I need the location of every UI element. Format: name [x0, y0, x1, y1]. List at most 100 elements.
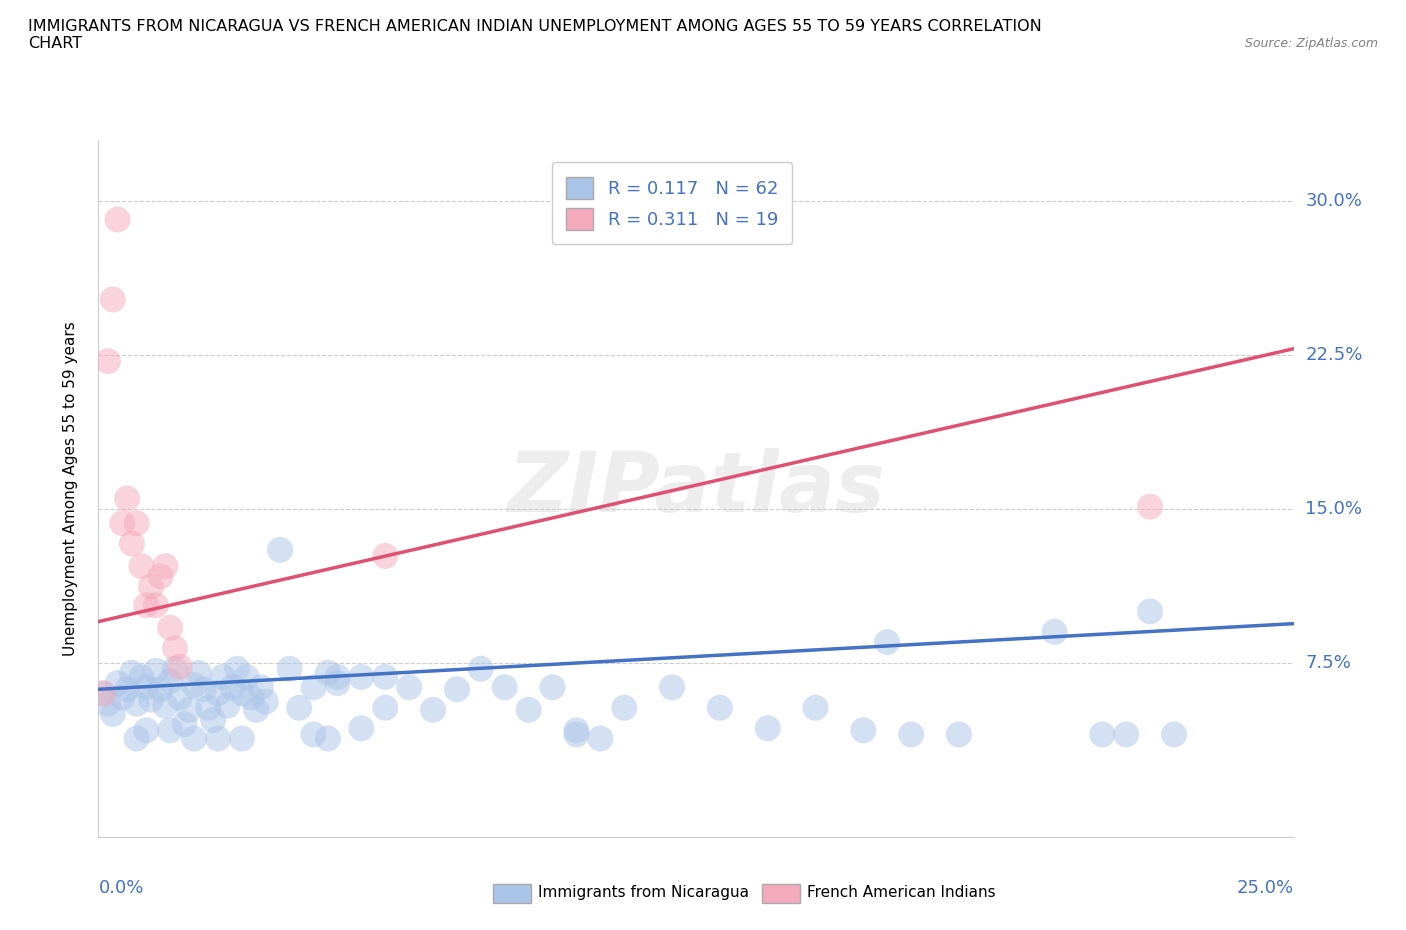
- Point: [302, 680, 325, 695]
- Text: 25.0%: 25.0%: [1236, 879, 1294, 897]
- Point: [101, 292, 124, 307]
- Point: [173, 717, 195, 732]
- Point: [149, 682, 172, 697]
- Text: Source: ZipAtlas.com: Source: ZipAtlas.com: [1244, 37, 1378, 50]
- Point: [125, 516, 148, 531]
- Text: 15.0%: 15.0%: [1305, 499, 1362, 518]
- Point: [187, 666, 209, 681]
- Point: [145, 598, 167, 613]
- Point: [374, 670, 396, 684]
- Point: [207, 731, 229, 746]
- Text: ZIPatlas: ZIPatlas: [508, 447, 884, 529]
- Point: [226, 661, 249, 676]
- Point: [111, 690, 134, 705]
- Point: [135, 723, 157, 737]
- Point: [948, 727, 970, 742]
- Point: [900, 727, 922, 742]
- Point: [1163, 727, 1185, 742]
- Point: [217, 698, 239, 713]
- Point: [350, 721, 373, 736]
- Point: [139, 579, 162, 594]
- Point: [269, 542, 291, 557]
- Point: [398, 680, 420, 695]
- Point: [197, 700, 219, 715]
- Point: [149, 569, 172, 584]
- Point: [709, 700, 731, 715]
- Point: [1139, 499, 1161, 514]
- Point: [91, 686, 114, 701]
- Text: 7.5%: 7.5%: [1305, 654, 1351, 671]
- Point: [316, 666, 339, 681]
- Point: [131, 559, 153, 574]
- Point: [278, 661, 301, 676]
- Point: [231, 686, 253, 701]
- Point: [131, 670, 153, 684]
- Point: [250, 680, 273, 695]
- Point: [179, 702, 201, 717]
- Point: [374, 549, 396, 564]
- Point: [159, 673, 181, 688]
- Point: [91, 686, 114, 701]
- Point: [517, 702, 540, 717]
- Point: [254, 694, 277, 709]
- Point: [111, 516, 134, 531]
- Point: [101, 707, 124, 722]
- Point: [565, 727, 588, 742]
- Point: [211, 670, 233, 684]
- Point: [121, 666, 143, 681]
- Point: [422, 702, 444, 717]
- Text: French American Indians: French American Indians: [807, 885, 995, 900]
- Point: [565, 723, 588, 737]
- Point: [115, 682, 138, 697]
- Text: 0.0%: 0.0%: [98, 879, 143, 897]
- Point: [852, 723, 875, 737]
- Point: [97, 697, 120, 711]
- Point: [1091, 727, 1114, 742]
- Point: [1115, 727, 1137, 742]
- Point: [1139, 604, 1161, 618]
- Point: [107, 212, 129, 227]
- Point: [125, 731, 148, 746]
- Point: [145, 663, 167, 678]
- Point: [169, 690, 191, 705]
- Point: [159, 620, 181, 635]
- Point: [240, 690, 263, 705]
- Point: [183, 731, 205, 746]
- Point: [121, 537, 143, 551]
- Point: [589, 731, 612, 746]
- Point: [235, 670, 257, 684]
- FancyBboxPatch shape: [762, 884, 800, 903]
- Point: [169, 659, 191, 674]
- Point: [288, 700, 311, 715]
- Point: [135, 598, 157, 613]
- Point: [159, 723, 181, 737]
- Point: [470, 661, 492, 676]
- Point: [107, 676, 129, 691]
- Point: [302, 727, 325, 742]
- Point: [163, 641, 186, 656]
- Point: [135, 680, 157, 695]
- Point: [125, 697, 148, 711]
- Point: [804, 700, 827, 715]
- Point: [115, 491, 138, 506]
- Y-axis label: Unemployment Among Ages 55 to 59 years: Unemployment Among Ages 55 to 59 years: [63, 321, 77, 656]
- Point: [183, 678, 205, 693]
- Text: 30.0%: 30.0%: [1305, 192, 1362, 210]
- Point: [207, 686, 229, 701]
- Point: [326, 670, 349, 684]
- Point: [661, 680, 683, 695]
- Text: Immigrants from Nicaragua: Immigrants from Nicaragua: [538, 885, 749, 900]
- Point: [326, 676, 349, 691]
- Point: [231, 731, 253, 746]
- Point: [446, 682, 468, 697]
- Point: [374, 700, 396, 715]
- Point: [155, 559, 177, 574]
- Point: [613, 700, 636, 715]
- Point: [97, 353, 120, 368]
- Point: [155, 698, 177, 713]
- Point: [541, 680, 564, 695]
- Text: 22.5%: 22.5%: [1305, 346, 1362, 364]
- Text: IMMIGRANTS FROM NICARAGUA VS FRENCH AMERICAN INDIAN UNEMPLOYMENT AMONG AGES 55 T: IMMIGRANTS FROM NICARAGUA VS FRENCH AMER…: [28, 19, 1042, 51]
- Point: [1043, 624, 1066, 639]
- FancyBboxPatch shape: [494, 884, 531, 903]
